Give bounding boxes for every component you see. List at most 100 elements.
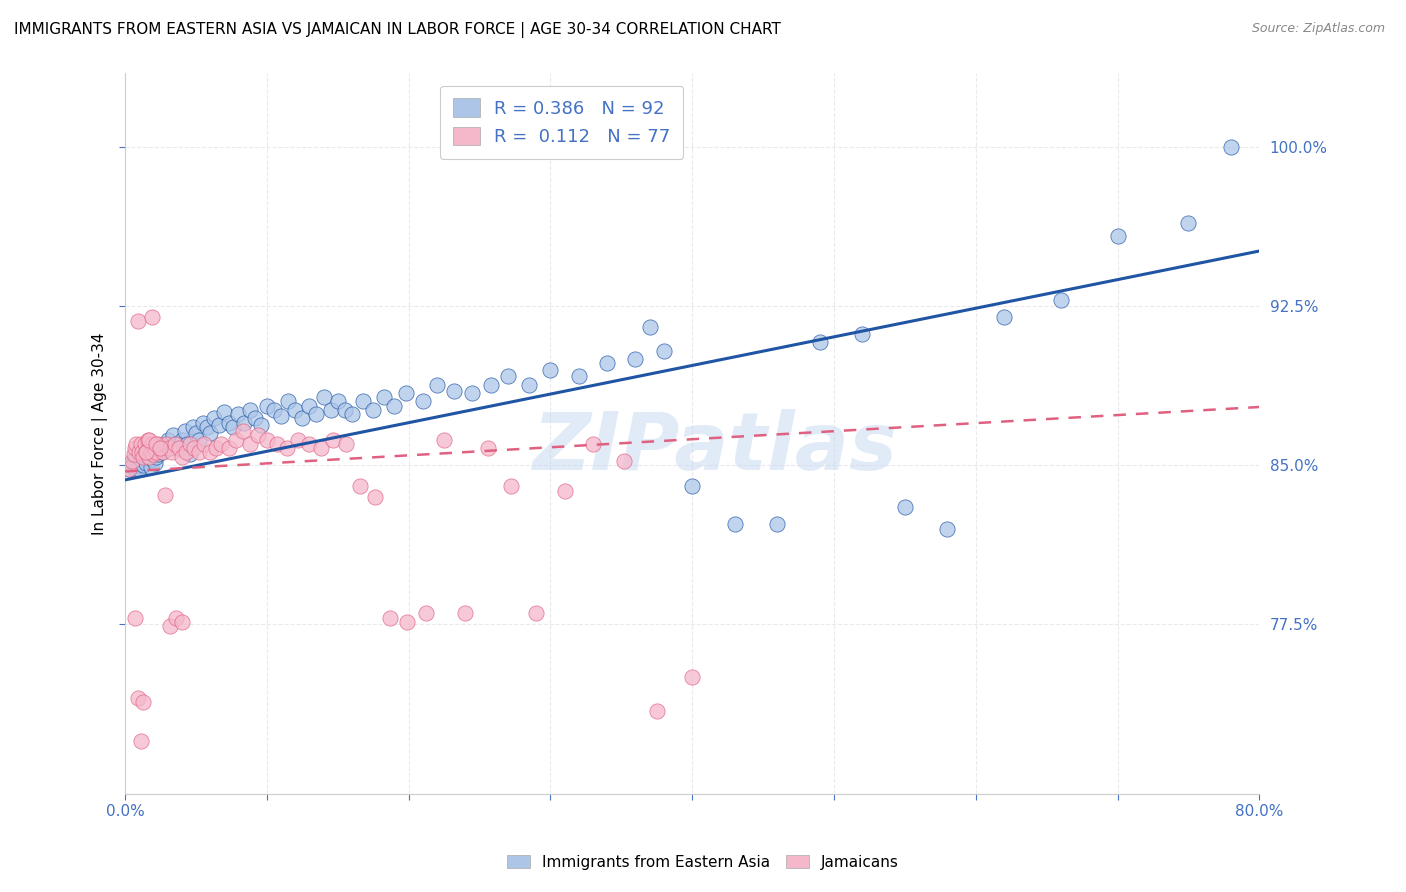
Point: [155, 437, 177, 451]
Point: [170, 615, 193, 629]
Point: [233, 416, 256, 430]
Point: [384, 399, 406, 413]
Point: [128, 448, 150, 462]
Point: [127, 314, 149, 328]
Point: [167, 441, 190, 455]
Point: [1177, 217, 1199, 231]
Point: [312, 390, 335, 404]
Text: Source: ZipAtlas.com: Source: ZipAtlas.com: [1251, 22, 1385, 36]
Point: [454, 607, 477, 621]
Point: [135, 445, 157, 459]
Point: [132, 696, 155, 710]
Legend: R = 0.386   N = 92, R =  0.112   N = 77: R = 0.386 N = 92, R = 0.112 N = 77: [440, 86, 683, 159]
Point: [613, 454, 636, 468]
Point: [204, 441, 226, 455]
Point: [198, 445, 221, 459]
Point: [129, 437, 152, 451]
Point: [333, 403, 356, 417]
Point: [184, 426, 207, 441]
Point: [128, 462, 150, 476]
Point: [808, 335, 831, 350]
Point: [160, 445, 183, 459]
Point: [645, 704, 668, 718]
Point: [129, 456, 152, 470]
Point: [145, 437, 167, 451]
Point: [724, 517, 747, 532]
Point: [125, 437, 148, 451]
Point: [1107, 229, 1129, 244]
Point: [239, 403, 262, 417]
Point: [228, 407, 250, 421]
Point: [1049, 293, 1071, 307]
Point: [218, 441, 240, 455]
Point: [157, 441, 180, 455]
Point: [176, 437, 198, 451]
Point: [136, 433, 159, 447]
Point: [159, 441, 181, 455]
Point: [412, 394, 434, 409]
Point: [145, 445, 167, 459]
Point: [582, 437, 605, 451]
Point: [125, 451, 148, 466]
Point: [361, 403, 384, 417]
Point: [165, 437, 187, 451]
Point: [936, 522, 959, 536]
Point: [461, 386, 484, 401]
Point: [135, 456, 157, 470]
Point: [652, 343, 675, 358]
Point: [993, 310, 1015, 324]
Point: [250, 417, 273, 432]
Point: [153, 488, 176, 502]
Point: [142, 443, 165, 458]
Point: [245, 411, 267, 425]
Point: [624, 352, 647, 367]
Point: [193, 437, 215, 451]
Point: [340, 407, 363, 421]
Point: [153, 437, 176, 451]
Point: [477, 441, 499, 455]
Point: [291, 411, 314, 425]
Point: [681, 479, 703, 493]
Point: [136, 450, 159, 464]
Point: [479, 377, 502, 392]
Point: [222, 420, 245, 434]
Point: [277, 394, 299, 409]
Point: [276, 441, 298, 455]
Point: [134, 445, 156, 459]
Point: [124, 441, 146, 455]
Y-axis label: In Labor Force | Age 30-34: In Labor Force | Age 30-34: [93, 332, 108, 534]
Point: [212, 405, 235, 419]
Point: [143, 441, 166, 455]
Point: [187, 433, 209, 447]
Point: [373, 390, 395, 404]
Point: [256, 399, 278, 413]
Point: [496, 369, 519, 384]
Point: [127, 458, 149, 472]
Point: [232, 424, 254, 438]
Point: [766, 517, 789, 532]
Point: [118, 462, 141, 476]
Point: [298, 399, 321, 413]
Point: [179, 437, 201, 451]
Point: [298, 437, 321, 451]
Point: [195, 420, 218, 434]
Text: ZIPatlas: ZIPatlas: [533, 409, 897, 487]
Point: [198, 426, 221, 441]
Point: [596, 356, 619, 370]
Point: [138, 445, 160, 459]
Point: [191, 416, 214, 430]
Point: [118, 462, 141, 476]
Point: [209, 437, 232, 451]
Point: [247, 428, 270, 442]
Legend: Immigrants from Eastern Asia, Jamaicans: Immigrants from Eastern Asia, Jamaicans: [499, 847, 907, 877]
Point: [638, 320, 661, 334]
Point: [156, 433, 179, 447]
Point: [322, 433, 344, 447]
Point: [149, 441, 172, 455]
Point: [179, 448, 201, 462]
Point: [131, 445, 153, 459]
Point: [163, 437, 186, 451]
Point: [121, 454, 143, 468]
Point: [128, 445, 150, 459]
Point: [159, 619, 181, 633]
